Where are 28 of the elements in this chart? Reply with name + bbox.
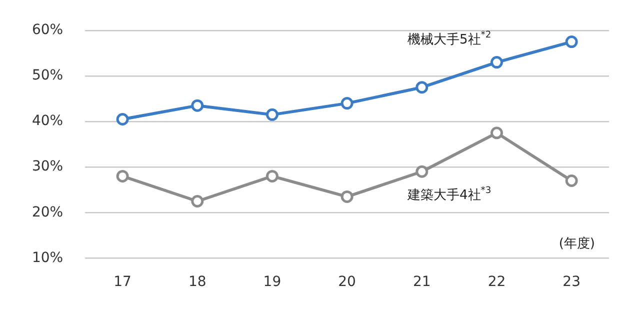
annotation: (年度) <box>558 236 595 252</box>
point <box>490 56 503 69</box>
point <box>416 165 428 178</box>
y-tick-label: 60% <box>32 22 64 38</box>
y-tick-label: 40% <box>32 113 64 130</box>
point <box>340 190 354 203</box>
x-tick-label: 21 <box>412 274 431 290</box>
point <box>116 170 129 182</box>
point <box>565 36 578 48</box>
point <box>340 97 354 110</box>
point <box>416 81 428 94</box>
point <box>490 126 503 140</box>
y-tick-label: 50% <box>32 68 64 84</box>
point <box>191 99 204 112</box>
x-tick-label: 18 <box>188 274 206 290</box>
x-tick-label: 20 <box>338 274 356 290</box>
y-tick-label: 10% <box>32 250 64 266</box>
x-tick-label: 22 <box>488 274 506 290</box>
x-tick-label: 23 <box>562 274 580 290</box>
point <box>565 174 578 187</box>
point <box>116 112 129 126</box>
point <box>266 108 278 121</box>
y-tick-label: 30% <box>32 158 64 175</box>
y-tick-label: 20% <box>32 204 64 220</box>
x-tick-label: 19 <box>263 274 282 290</box>
point <box>191 195 204 208</box>
point <box>266 170 278 182</box>
x-tick-label: 17 <box>114 274 132 290</box>
